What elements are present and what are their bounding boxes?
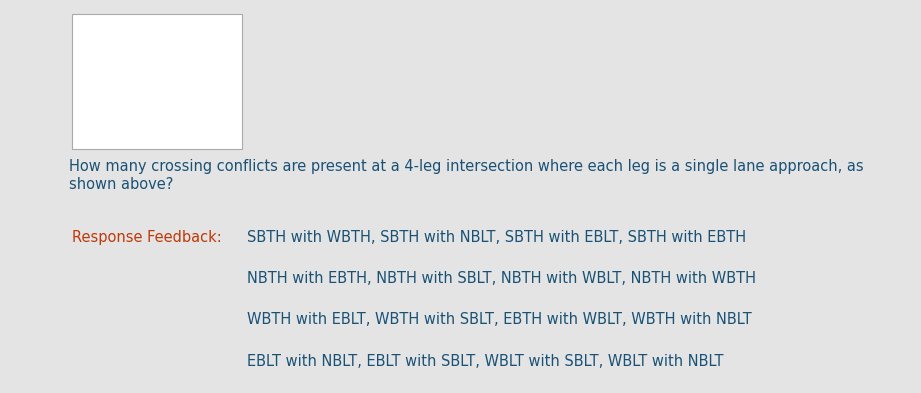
- Text: SBTH with WBTH, SBTH with NBLT, SBTH with EBLT, SBTH with EBTH: SBTH with WBTH, SBTH with NBLT, SBTH wit…: [247, 230, 746, 245]
- Text: Response Feedback:: Response Feedback:: [72, 230, 222, 245]
- Text: WBTH with EBLT, WBTH with SBLT, EBTH with WBLT, WBTH with NBLT: WBTH with EBLT, WBTH with SBLT, EBTH wit…: [247, 312, 752, 327]
- Text: EBLT with NBLT, EBLT with SBLT, WBLT with SBLT, WBLT with NBLT: EBLT with NBLT, EBLT with SBLT, WBLT wit…: [247, 354, 723, 369]
- Text: How many crossing conflicts are present at a 4-leg intersection where each leg i: How many crossing conflicts are present …: [69, 159, 864, 191]
- Text: NBTH with EBTH, NBTH with SBLT, NBTH with WBLT, NBTH with WBTH: NBTH with EBTH, NBTH with SBLT, NBTH wit…: [247, 271, 756, 286]
